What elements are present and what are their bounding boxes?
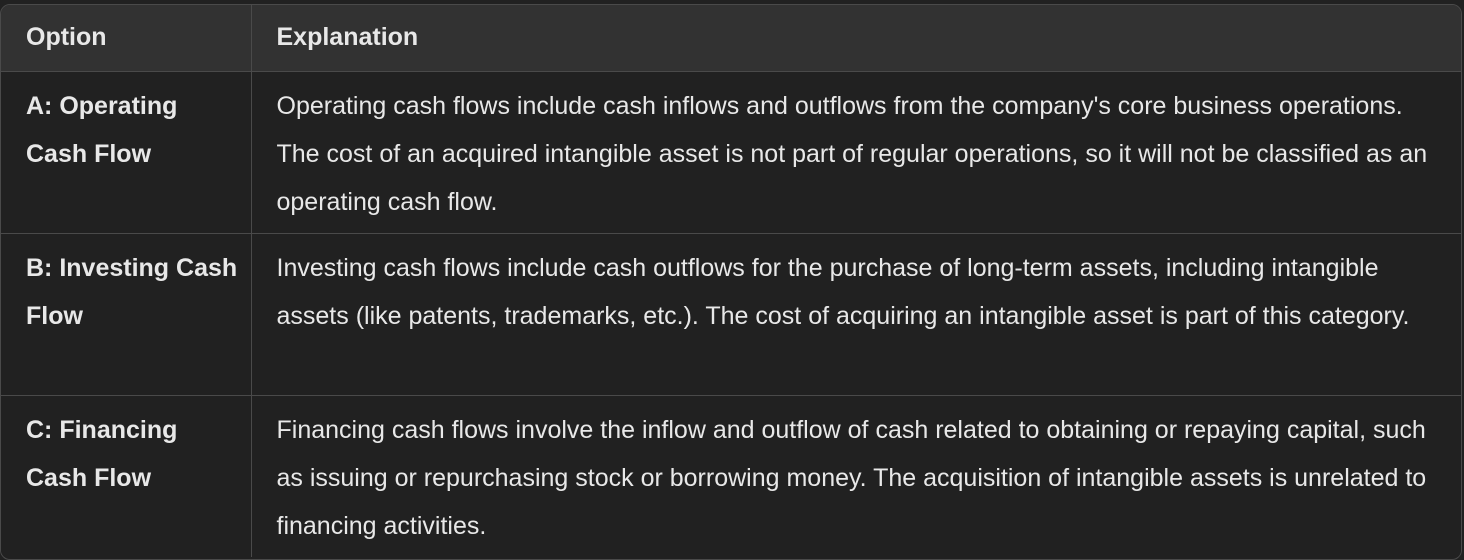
explanation-cell: Investing cash flows include cash outflo… xyxy=(250,232,1461,395)
table-row: C: Financing Cash Flow Financing cash fl… xyxy=(1,394,1461,557)
options-table: Option Explanation A: Operating Cash Flo… xyxy=(1,5,1461,557)
table-row: A: Operating Cash Flow Operating cash fl… xyxy=(1,71,1461,233)
header-option: Option xyxy=(1,5,251,72)
option-cell: A: Operating Cash Flow xyxy=(26,91,178,168)
cash-flow-table: Option Explanation A: Operating Cash Flo… xyxy=(0,4,1462,560)
explanation-cell: Financing cash flows involve the inflow … xyxy=(250,394,1461,557)
option-cell: C: Financing Cash Flow xyxy=(1,394,251,557)
table-header-row: Option Explanation xyxy=(1,5,1461,72)
header-explanation: Explanation xyxy=(250,5,1461,72)
explanation-cell: Operating cash flows include cash inflow… xyxy=(250,71,1461,233)
option-cell: B: Investing Cash Flow xyxy=(1,232,251,395)
table-row: B: Investing Cash Flow Investing cash fl… xyxy=(1,232,1461,395)
